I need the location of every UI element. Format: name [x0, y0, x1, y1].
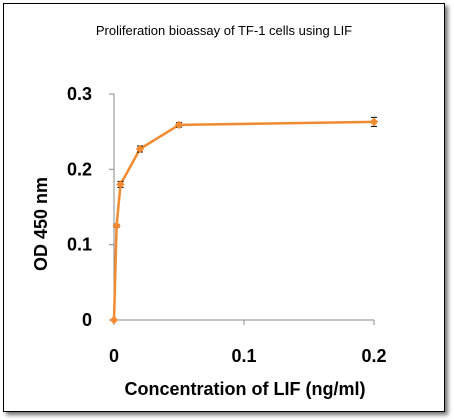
x-tick-label: 0.1: [231, 346, 256, 366]
data-point: [135, 144, 145, 154]
x-tick-label: 0.2: [361, 346, 386, 366]
y-tick-label: 0.3: [67, 84, 92, 104]
data-point: [369, 117, 379, 127]
x-tick-label: 0: [109, 346, 119, 366]
series-line: [112, 120, 375, 321]
y-ticks: 0 0.1 0.2 0.3: [67, 84, 114, 330]
series-layer: [109, 116, 379, 325]
data-point: [116, 180, 125, 189]
chart-title: Proliferation bioassay of TF-1 cells usi…: [96, 23, 352, 38]
x-axis-label: Concentration of LIF (ng/ml): [125, 379, 366, 399]
y-tick-label: 0.2: [67, 159, 92, 179]
data-point: [112, 221, 121, 231]
axes: [113, 94, 374, 321]
data-point: [109, 315, 119, 325]
y-axis-label: OD 450 nm: [31, 177, 51, 271]
data-point: [174, 120, 184, 130]
chart-frame: [3, 3, 445, 412]
x-ticks: 0 0.1 0.2: [109, 320, 387, 366]
y-tick-label: 0.1: [67, 235, 92, 255]
y-tick-label: 0: [82, 310, 92, 330]
